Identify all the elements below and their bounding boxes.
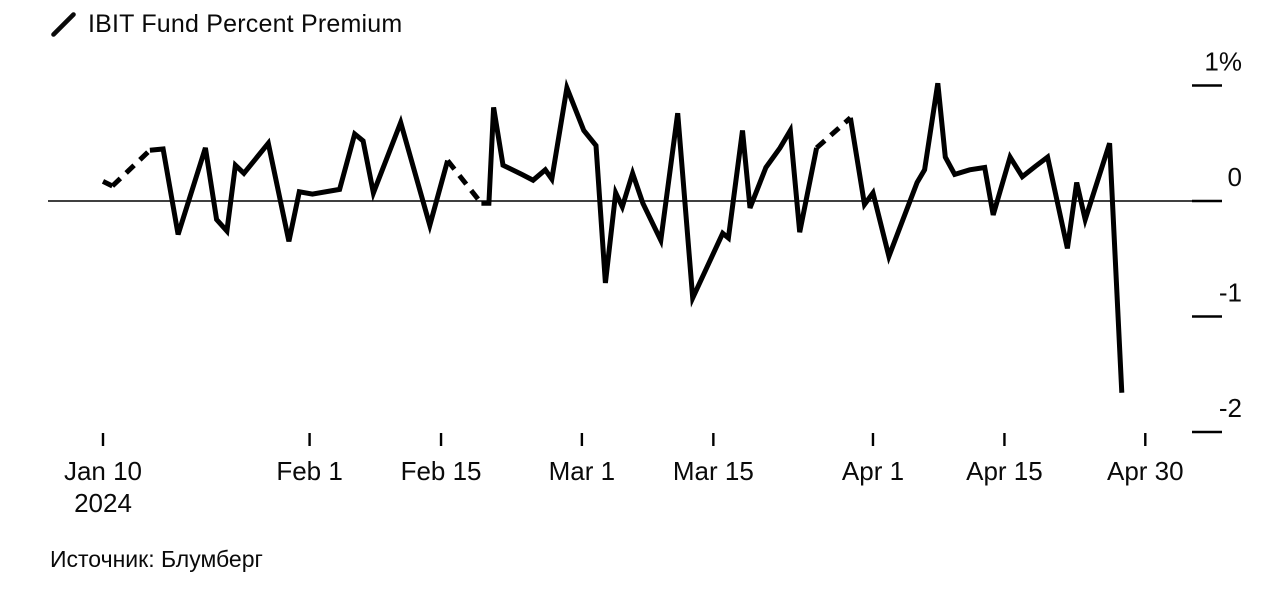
- x-axis-tick-label: Feb 15: [401, 456, 482, 486]
- x-axis-tick-label: Feb 1: [276, 456, 343, 486]
- x-axis-tick-label: Apr 1: [842, 456, 904, 486]
- legend-label: IBIT Fund Percent Premium: [88, 10, 403, 38]
- y-axis-tick-label: -2: [1219, 393, 1242, 423]
- series-segment-solid: [847, 82, 1125, 393]
- source-label: Источник: Блумберг: [50, 546, 263, 572]
- x-axis-tick-label: Mar 15: [673, 456, 754, 486]
- y-axis-tick-label: -1: [1219, 278, 1242, 308]
- x-axis-tick-label: Apr 15: [966, 456, 1043, 486]
- chart-legend: IBIT Fund Percent Premium: [50, 10, 402, 39]
- series-segment-dashed: [445, 159, 484, 205]
- x-axis-tick-sublabel: 2024: [74, 488, 132, 518]
- y-axis-tick-label: 1%: [1204, 47, 1242, 77]
- series-segment-solid: [481, 78, 820, 308]
- y-axis-tick-label: 0: [1228, 162, 1242, 192]
- series-segment-solid: [149, 114, 451, 242]
- series-segment-solid: [101, 179, 114, 189]
- x-axis-tick-label: Mar 1: [549, 456, 615, 486]
- x-axis-tick-label: Jan 10: [64, 456, 142, 486]
- line-series-icon: [51, 12, 76, 37]
- series-segment-dashed: [110, 148, 152, 188]
- series-segment-dashed: [814, 115, 853, 150]
- x-axis-tick-label: Apr 30: [1107, 456, 1184, 486]
